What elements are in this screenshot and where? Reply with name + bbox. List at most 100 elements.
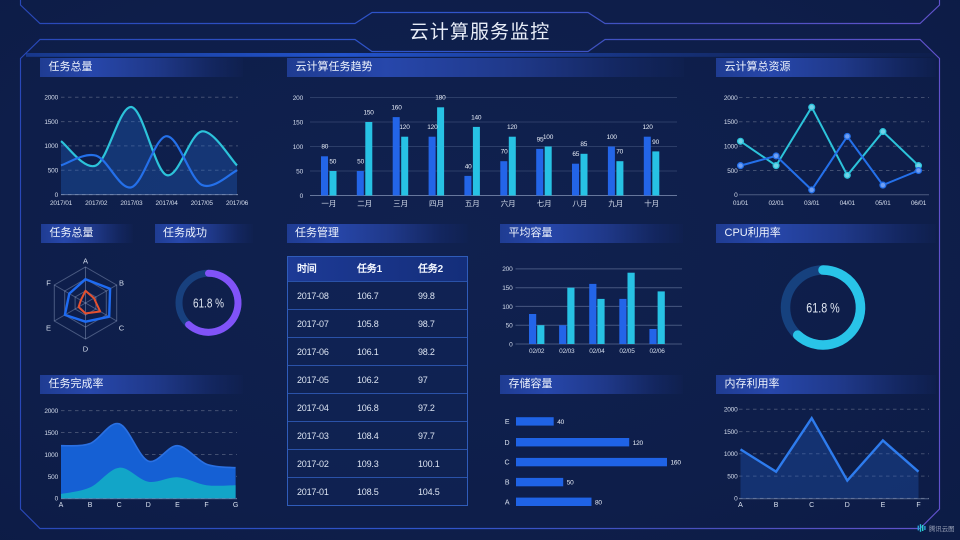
- svg-text:500: 500: [727, 473, 738, 480]
- svg-text:G: G: [233, 502, 238, 509]
- svg-text:0: 0: [55, 496, 59, 503]
- svg-text:100: 100: [543, 134, 554, 141]
- svg-text:0: 0: [55, 192, 59, 199]
- svg-text:C: C: [504, 460, 509, 467]
- svg-text:A: A: [505, 499, 510, 506]
- svg-text:500: 500: [48, 474, 59, 481]
- svg-text:200: 200: [293, 95, 304, 102]
- svg-text:D: D: [83, 345, 89, 354]
- svg-text:2017/01: 2017/01: [50, 200, 73, 207]
- svg-text:八月: 八月: [572, 199, 587, 208]
- svg-text:B: B: [119, 279, 124, 288]
- svg-text:50: 50: [567, 480, 574, 487]
- svg-text:02/04: 02/04: [589, 348, 605, 355]
- svg-text:70: 70: [501, 149, 508, 156]
- svg-text:0: 0: [300, 193, 304, 200]
- svg-text:0: 0: [734, 192, 738, 199]
- svg-text:D: D: [504, 440, 509, 447]
- svg-text:120: 120: [633, 440, 644, 447]
- svg-text:100: 100: [502, 304, 513, 311]
- svg-text:C: C: [119, 324, 125, 333]
- svg-text:80: 80: [321, 144, 328, 151]
- svg-text:200: 200: [502, 266, 513, 273]
- svg-text:1000: 1000: [44, 143, 58, 150]
- svg-text:50: 50: [329, 158, 336, 165]
- svg-text:十月: 十月: [644, 198, 659, 208]
- svg-text:2017/03: 2017/03: [120, 200, 143, 207]
- svg-text:02/02: 02/02: [529, 348, 545, 355]
- svg-text:四月: 四月: [429, 199, 444, 208]
- svg-text:120: 120: [427, 124, 438, 131]
- svg-text:02/06: 02/06: [649, 348, 665, 355]
- svg-text:85: 85: [580, 141, 587, 148]
- svg-text:一月: 一月: [321, 199, 336, 208]
- svg-text:F: F: [916, 502, 920, 509]
- svg-text:C: C: [117, 502, 122, 509]
- svg-text:2000: 2000: [724, 407, 738, 414]
- svg-text:05/01: 05/01: [875, 200, 891, 207]
- svg-text:1000: 1000: [724, 144, 738, 151]
- svg-text:02/03: 02/03: [559, 348, 575, 355]
- svg-text:120: 120: [642, 124, 653, 131]
- svg-text:50: 50: [296, 168, 303, 175]
- svg-text:02/01: 02/01: [768, 200, 784, 207]
- svg-text:2017/04: 2017/04: [156, 200, 179, 207]
- svg-text:D: D: [845, 502, 850, 509]
- svg-text:六月: 六月: [501, 198, 516, 208]
- svg-text:B: B: [774, 502, 779, 509]
- svg-text:九月: 九月: [608, 199, 623, 208]
- svg-text:五月: 五月: [465, 199, 480, 208]
- svg-text:E: E: [175, 502, 180, 509]
- svg-text:01/01: 01/01: [733, 200, 749, 207]
- svg-text:50: 50: [506, 323, 513, 330]
- svg-text:2000: 2000: [44, 408, 58, 415]
- svg-text:65: 65: [572, 151, 579, 158]
- svg-text:90: 90: [652, 139, 659, 146]
- svg-text:70: 70: [616, 149, 623, 156]
- svg-text:95: 95: [537, 136, 544, 143]
- svg-text:A: A: [83, 257, 88, 266]
- svg-text:A: A: [738, 502, 743, 509]
- svg-text:E: E: [505, 419, 510, 426]
- svg-text:150: 150: [293, 119, 304, 126]
- svg-text:三月: 三月: [393, 199, 408, 208]
- svg-text:1500: 1500: [724, 429, 738, 436]
- svg-text:2000: 2000: [44, 95, 58, 102]
- svg-text:2017/06: 2017/06: [226, 200, 249, 207]
- svg-text:03/01: 03/01: [804, 200, 820, 207]
- svg-text:500: 500: [48, 168, 59, 175]
- svg-text:61.8 %: 61.8 %: [806, 299, 840, 315]
- svg-text:2017/02: 2017/02: [85, 200, 108, 207]
- svg-text:50: 50: [357, 158, 364, 165]
- svg-text:2017/05: 2017/05: [191, 200, 214, 207]
- svg-text:A: A: [59, 502, 64, 509]
- svg-text:80: 80: [595, 499, 602, 506]
- svg-text:B: B: [88, 502, 93, 509]
- svg-text:02/05: 02/05: [619, 348, 635, 355]
- svg-text:140: 140: [471, 114, 482, 121]
- svg-text:F: F: [46, 279, 51, 288]
- svg-text:0: 0: [734, 496, 738, 503]
- svg-text:40: 40: [557, 419, 564, 426]
- svg-text:04/01: 04/01: [840, 200, 856, 207]
- svg-text:160: 160: [671, 460, 682, 467]
- svg-text:160: 160: [391, 105, 402, 112]
- svg-text:100: 100: [293, 144, 304, 151]
- svg-text:C: C: [809, 502, 814, 509]
- svg-text:1000: 1000: [44, 452, 58, 459]
- svg-text:40: 40: [465, 163, 472, 170]
- svg-text:120: 120: [507, 124, 518, 131]
- svg-text:E: E: [881, 502, 886, 509]
- svg-text:E: E: [46, 324, 51, 333]
- svg-text:120: 120: [399, 124, 410, 131]
- svg-text:1500: 1500: [44, 430, 58, 437]
- svg-text:150: 150: [363, 109, 374, 116]
- svg-text:1000: 1000: [724, 451, 738, 458]
- svg-text:D: D: [146, 502, 151, 509]
- svg-text:二月: 二月: [357, 199, 372, 208]
- svg-text:100: 100: [607, 134, 618, 141]
- svg-text:150: 150: [502, 285, 513, 292]
- svg-text:06/01: 06/01: [911, 200, 927, 207]
- svg-text:500: 500: [727, 168, 738, 175]
- svg-text:2000: 2000: [724, 95, 738, 102]
